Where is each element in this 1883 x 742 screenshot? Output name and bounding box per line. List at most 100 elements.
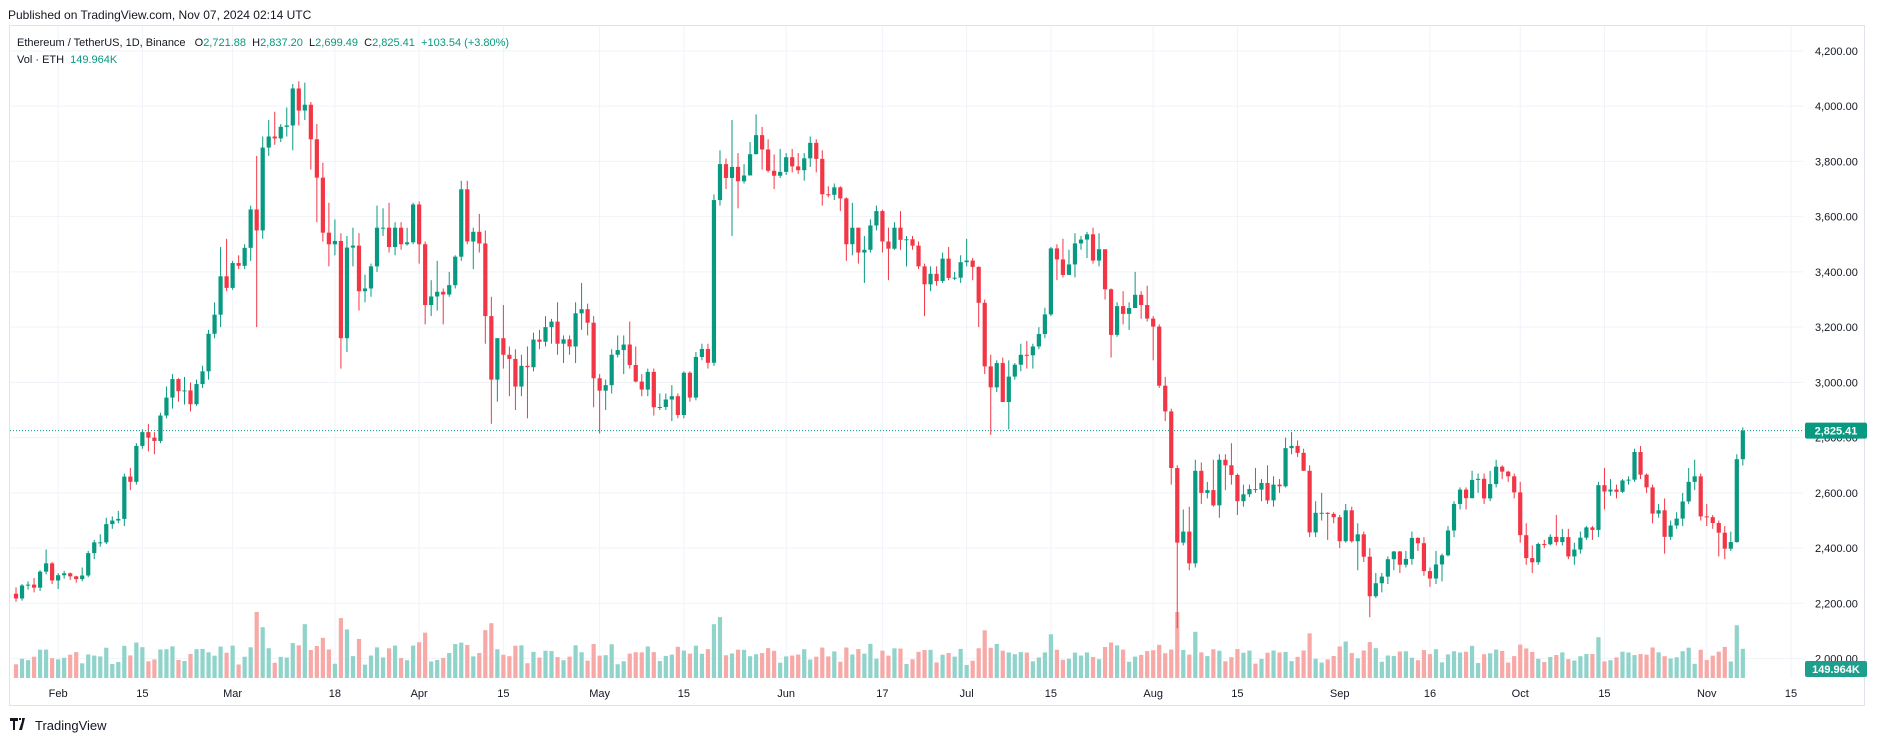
candle-body xyxy=(1626,479,1631,481)
candle-body xyxy=(1084,234,1090,240)
volume-bar xyxy=(880,650,885,678)
volume-bar xyxy=(922,650,927,678)
close-value: 2,825.41 xyxy=(372,37,415,49)
candle-body xyxy=(31,584,37,588)
volume-bar xyxy=(278,656,283,678)
volume-bar xyxy=(1265,652,1270,678)
volume-bar xyxy=(1048,634,1054,678)
volume-bar xyxy=(1421,650,1427,678)
volume-bar xyxy=(1650,647,1655,678)
candle-body xyxy=(284,125,289,127)
candle-body xyxy=(1530,558,1535,563)
candle-body xyxy=(368,266,374,289)
volume-bar xyxy=(621,661,626,678)
candle-body xyxy=(1223,459,1228,466)
x-tick-label: Feb xyxy=(49,688,68,700)
candle-body xyxy=(477,231,482,244)
candle-body xyxy=(1397,551,1402,565)
volume-bar xyxy=(723,655,729,678)
volume-bar xyxy=(747,656,753,678)
volume-bar xyxy=(537,657,542,678)
footer-brand[interactable]: TradingView xyxy=(35,717,107,733)
candle-body xyxy=(1608,489,1613,492)
volume-bar xyxy=(110,664,115,678)
candle-body xyxy=(1012,364,1017,377)
symbol-label[interactable]: Ethereum / TetherUS, 1D, Binance xyxy=(17,37,186,49)
candle-body xyxy=(441,291,446,295)
candle-body xyxy=(495,338,500,380)
volume-bar xyxy=(1181,649,1186,678)
volume-bar xyxy=(1692,663,1697,678)
volume-bar xyxy=(254,612,259,678)
volume-bar xyxy=(753,654,759,678)
x-tick-label: Jun xyxy=(777,688,795,700)
volume-series xyxy=(13,612,1745,678)
published-note: Published on TradingView.com, Nov 07, 20… xyxy=(8,8,312,22)
volume-bar xyxy=(1542,662,1547,678)
candle-body xyxy=(37,571,43,588)
chart-frame[interactable] xyxy=(9,25,1865,706)
volume-bar xyxy=(1343,641,1348,678)
candle-body xyxy=(1500,466,1505,472)
candle-body xyxy=(411,204,416,243)
candle-body xyxy=(711,200,717,363)
x-tick-label: 15 xyxy=(136,688,148,700)
volume-bar xyxy=(681,650,686,678)
volume-bar xyxy=(735,649,741,678)
candle-body xyxy=(146,432,151,438)
candle-body xyxy=(633,364,638,382)
volume-bar xyxy=(98,656,103,678)
volume-bar xyxy=(459,642,464,678)
candle-body xyxy=(296,88,301,111)
volume-bar xyxy=(633,652,638,678)
volume-bar xyxy=(1006,652,1011,678)
open-label: O xyxy=(194,37,204,49)
volume-bar xyxy=(429,661,434,678)
volume-bar xyxy=(1127,661,1132,678)
candle-body xyxy=(735,166,741,182)
volume-bar xyxy=(1030,661,1035,678)
x-tick-label: Oct xyxy=(1512,688,1529,700)
candle-body xyxy=(1090,234,1096,261)
volume-label[interactable]: Vol · ETH xyxy=(17,54,65,66)
volume-bar xyxy=(1409,657,1415,678)
candle-body xyxy=(585,309,590,323)
candle-body xyxy=(1349,510,1354,542)
volume-bar xyxy=(302,624,307,678)
volume-bar xyxy=(940,654,945,678)
candle-body xyxy=(242,247,247,266)
candle-body xyxy=(639,381,644,390)
candle-body xyxy=(170,379,175,398)
candle-body xyxy=(820,158,825,195)
volume-bar xyxy=(1698,649,1703,678)
volume-bar xyxy=(1500,650,1505,678)
volume-bar xyxy=(543,650,548,678)
candle-body xyxy=(1355,534,1360,542)
candle-body xyxy=(561,339,566,344)
candle-body xyxy=(278,126,283,139)
volume-bar xyxy=(1608,660,1613,678)
volume-bar xyxy=(218,646,223,678)
candle-body xyxy=(320,177,325,233)
legend-price-row: Ethereum / TetherUS, 1D, Binance O2,721.… xyxy=(17,35,509,52)
volume-bar xyxy=(314,646,319,678)
volume-bar xyxy=(1494,649,1499,678)
high-value: 2,837.20 xyxy=(260,37,303,49)
volume-bar xyxy=(1114,645,1120,678)
candle-body xyxy=(1169,411,1174,469)
volume-bar xyxy=(1271,650,1276,678)
tradingview-logo-icon[interactable] xyxy=(10,717,30,733)
volume-bar xyxy=(1211,649,1216,678)
candle-body xyxy=(838,187,843,199)
volume-bar xyxy=(832,651,837,678)
last-price-tag xyxy=(1805,422,1867,439)
candle-body xyxy=(1439,555,1445,565)
legend: Ethereum / TetherUS, 1D, Binance O2,721.… xyxy=(17,35,509,69)
candle-body xyxy=(1602,485,1607,492)
volume-bar xyxy=(134,642,139,678)
candle-body xyxy=(332,240,338,245)
volume-bar xyxy=(471,656,476,678)
candle-body xyxy=(200,371,205,385)
candle-body xyxy=(1036,334,1041,347)
